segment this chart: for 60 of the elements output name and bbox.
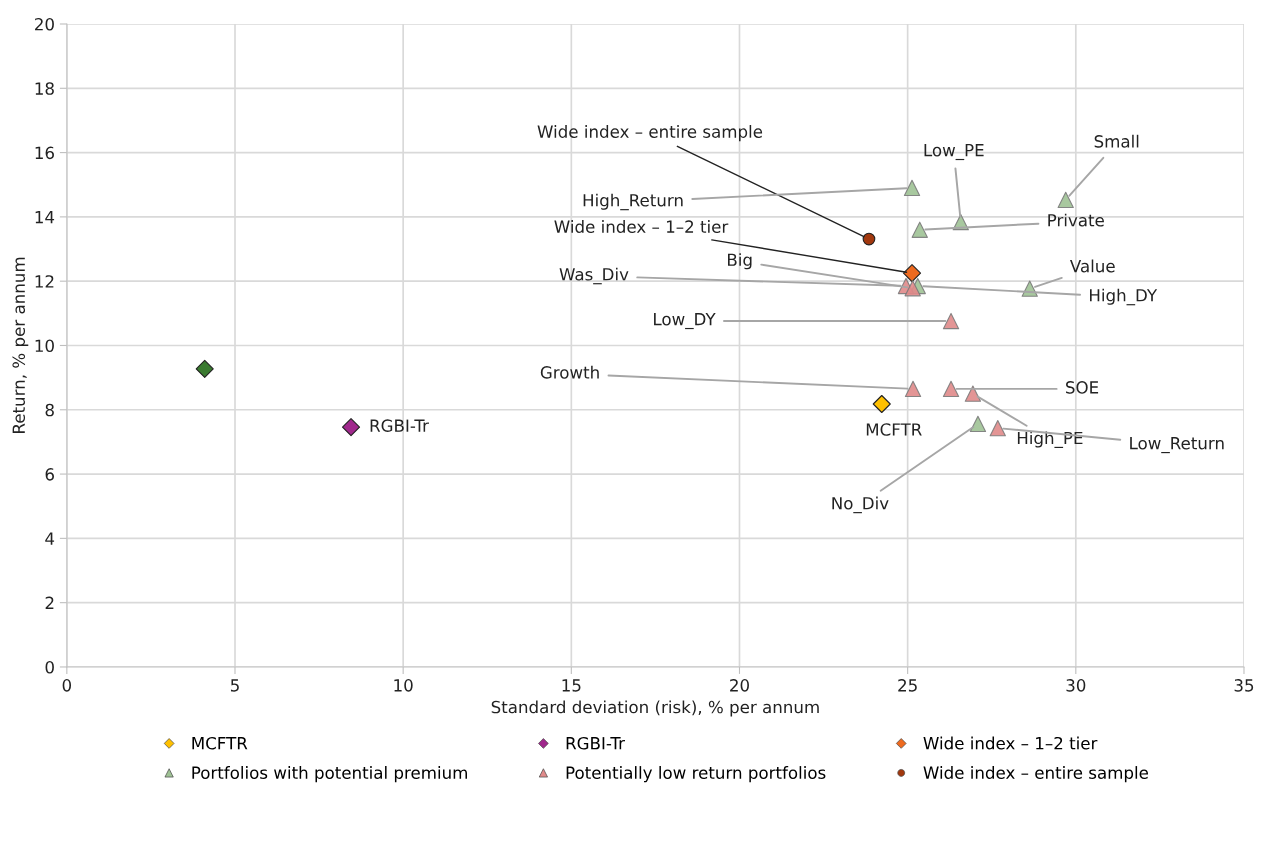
x-tick-label: 20 [730,679,749,692]
annotation: Wide index – entire sample [537,125,763,142]
point [942,380,960,398]
legend-label: MCFTR [192,736,248,750]
annotation: Small [1094,134,1139,148]
annotation: Big [728,253,752,270]
y-tick-label: 18 [35,82,54,95]
x-tick-label: 10 [394,679,413,692]
y-tick-label: 2 [45,596,54,609]
point [904,380,922,398]
annotation: Growth [540,365,599,379]
annotation: Wide index – 1–2 tier [554,220,729,233]
point [872,394,891,414]
annotation: Value [1069,259,1115,273]
annotation: Was_Div [559,267,629,285]
annotation: RGBI-Tr [370,419,429,432]
annotation: Low_PE [924,144,984,161]
annotation: Private [1048,213,1104,227]
point [964,385,982,402]
annotation: High_PE [1017,431,1083,448]
point [904,280,921,297]
point [969,415,987,433]
point [1057,191,1074,209]
point [195,359,214,379]
y-tick-label: 10 [35,339,54,353]
y-tick-label: 6 [45,468,54,481]
legend-label: Potentially low return portfolios [566,766,826,783]
point [902,264,922,283]
y-tick-label: 20 [35,17,54,31]
x-tick-label: 35 [1234,679,1254,692]
x-tick-label: 25 [898,679,917,692]
point [942,312,960,330]
annotation: High_DY [1090,288,1158,306]
legend-label: Portfolios with potential premium [192,766,467,783]
point [911,221,928,238]
legend-label: RGBI-Tr [566,736,625,750]
annotation: MCFTR [866,423,922,436]
annotation: Low_Return [1130,437,1224,454]
point [862,232,876,246]
point [989,419,1006,437]
annotation: High_Return [583,193,683,211]
legend-label: Wide index – entire sample [923,766,1148,783]
x-axis-title: Standard deviation (risk), % per annum [491,700,819,717]
annotation: Low_DY [654,313,716,330]
y-tick-label: 16 [35,146,54,160]
x-tick-label: 15 [562,679,581,692]
y-axis-title: Return, % per annum [12,257,29,433]
annotation: No_Div [832,496,889,514]
y-tick-label: 14 [35,211,55,224]
y-tick-label: 8 [45,403,54,417]
legend-label: Wide index – 1–2 tier [923,736,1098,750]
y-tick-label: 0 [45,660,54,674]
annotation: SOE [1066,381,1099,394]
x-tick-label: 5 [230,679,239,692]
x-tick-label: 0 [62,679,72,692]
x-tick-label: 30 [1066,679,1086,692]
point [341,418,361,437]
y-tick-label: 12 [35,275,54,288]
y-tick-label: 4 [45,532,55,545]
point [903,179,921,197]
